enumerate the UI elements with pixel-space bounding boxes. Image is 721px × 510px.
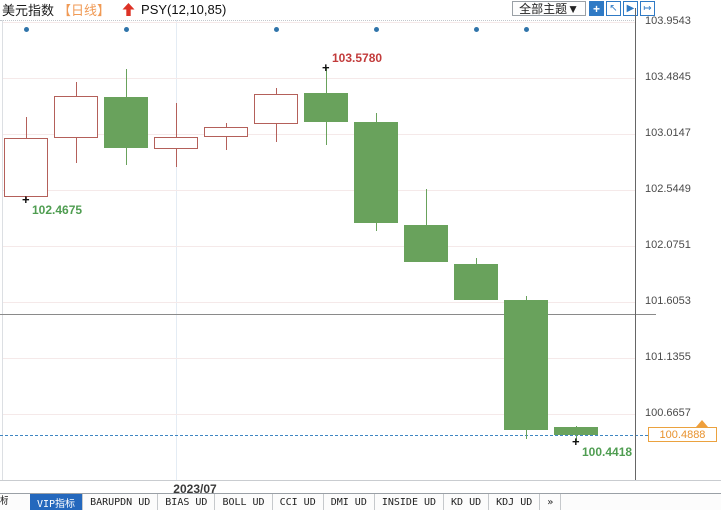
low-price-annotation: 100.4418 [582, 444, 633, 459]
symbol-name: 美元指数 [2, 3, 55, 18]
header-toolbar: 全部主题▼ + ↖ ▶ ↦ [512, 1, 655, 16]
price-axis-label: 101.1355 [645, 351, 691, 363]
psy-indicator-dot [524, 27, 529, 32]
candle-body [304, 92, 348, 123]
play-forward-icon[interactable]: ▶ [623, 1, 638, 16]
psy-indicator-dot [474, 27, 479, 32]
psy-indicator-dot [24, 27, 29, 32]
candle-body [54, 96, 98, 138]
price-gridline [3, 414, 635, 415]
low-marker-cross: + [572, 433, 580, 449]
period-label[interactable]: 【日线】 [58, 3, 111, 18]
indicator-tab[interactable]: » [540, 494, 562, 510]
date-axis-label: 2023/07 [173, 482, 217, 496]
plot-top-border [0, 20, 636, 21]
indicator-label[interactable]: PSY(12,10,85) [141, 2, 227, 17]
indicator-tab[interactable]: BOLL UD [215, 494, 273, 510]
toolbar-icon-group: + ↖ ▶ ↦ [589, 1, 655, 16]
indicator-tab[interactable]: VIP指标 [30, 494, 84, 510]
indicator-tab[interactable]: DMI UD [324, 494, 375, 510]
indicator-tab[interactable]: BARUPDN UD [83, 494, 159, 510]
current-price-arrow-icon [696, 420, 708, 428]
high-marker-cross: + [322, 59, 330, 75]
price-gridline [3, 190, 635, 191]
chart-header: 美元指数 【日线】 PSY(12,10,85) [2, 1, 226, 18]
price-axis-label: 102.5449 [645, 183, 691, 195]
indicator-tab[interactable]: CCI UD [273, 494, 324, 510]
candle-body [4, 138, 48, 198]
psy-indicator-dot [274, 27, 279, 32]
indicator-tab[interactable]: BIAS UD [158, 494, 216, 510]
price-axis-label: 101.6053 [645, 295, 691, 307]
price-axis-line [635, 8, 636, 480]
price-axis-label: 102.0751 [645, 239, 691, 251]
current-price-box: 100.4888 [648, 427, 717, 443]
high-price-annotation: 103.5780 [332, 50, 383, 65]
candle-body [354, 122, 398, 223]
candle-body [404, 225, 448, 262]
price-axis-label: 103.9543 [645, 15, 691, 27]
pan-right-icon[interactable]: ↦ [640, 1, 655, 16]
candle-wick [176, 102, 177, 167]
move-tool-icon[interactable]: + [589, 1, 604, 16]
psy-indicator-dot [374, 27, 379, 32]
plot-bottom-border [0, 480, 721, 481]
price-gridline [3, 246, 635, 247]
price-axis-label: 100.6657 [645, 407, 691, 419]
price-gridline [3, 358, 635, 359]
indicator-tab[interactable]: KDJ UD [489, 494, 541, 510]
price-gridline [3, 78, 635, 79]
theme-dropdown-button[interactable]: 全部主题▼ [512, 1, 586, 16]
candle-body [154, 136, 198, 149]
low-marker-cross: + [22, 192, 30, 208]
tabbar-gap [8, 494, 30, 510]
tab-list: VIP指标 BARUPDN UD BIAS UD BOLL UD CCI UD DMI U… [30, 494, 562, 510]
price-gridline [3, 134, 635, 135]
candle-body [554, 427, 598, 436]
price-axis-label: 103.4845 [645, 71, 691, 83]
red-up-arrow-icon [122, 3, 135, 16]
candle-body [454, 264, 498, 300]
plot-left-border [2, 20, 3, 480]
candle-body [204, 127, 248, 137]
candle-body [254, 94, 298, 124]
candle-body [504, 300, 548, 430]
zoom-reset-icon[interactable]: ↖ [606, 1, 621, 16]
indicator-tab[interactable]: INSIDE UD [375, 494, 445, 510]
candle-body [104, 97, 148, 149]
low-price-annotation: 102.4675 [32, 203, 83, 218]
price-axis-label: 103.0147 [645, 127, 691, 139]
price-gridline [3, 302, 635, 303]
indicator-tabbar: 标 VIP指标 BARUPDN UD BIAS UD BOLL UD CCI UD DMI… [0, 493, 721, 510]
psy-indicator-dot [124, 27, 129, 32]
indicator-tab[interactable]: KD UD [444, 494, 490, 510]
month-gridline [176, 20, 177, 480]
price-gridline [3, 22, 635, 23]
clipped-tab-label[interactable]: 标 [0, 496, 8, 507]
current-price-line [0, 435, 648, 437]
previous-close-line [0, 313, 656, 315]
